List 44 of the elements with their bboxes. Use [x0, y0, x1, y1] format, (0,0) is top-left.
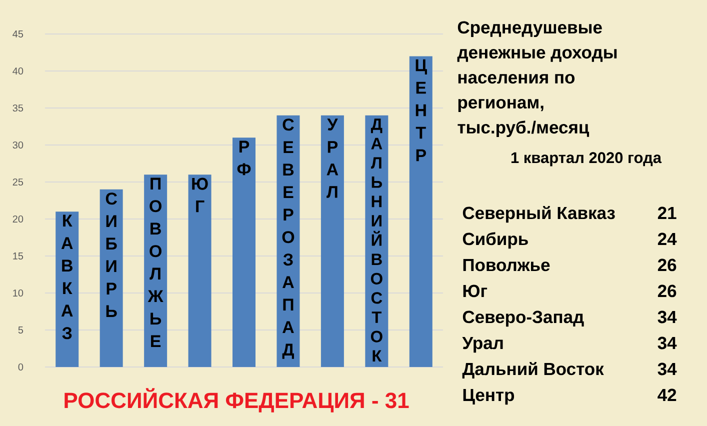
text: 34 [658, 362, 677, 376]
text: РОССИЙСКАЯ ФЕДЕРАЦИЯ - 31 [64, 388, 409, 412]
category-label: ДАЛЬНИЙ ВОСТОК [370, 118, 382, 362]
text: Юг [463, 284, 488, 298]
text: 24 [658, 232, 677, 245]
text: Северный Кавказ [462, 206, 615, 223]
text: 21 [658, 206, 676, 219]
bar [56, 212, 79, 367]
y-tick-label: 10 [13, 289, 24, 297]
text: Сибирь [462, 232, 528, 249]
x-tick-label: УРАЛ [326, 118, 338, 198]
text: Среднедушевые денежные доходы населения по регионам, тыс.руб./месяц [457, 21, 617, 138]
text: Северо-Запад [462, 310, 584, 327]
y-tick-label: 15 [13, 252, 24, 260]
y-tick-label: 30 [12, 141, 24, 149]
text: 1 квартал 2020 года [511, 152, 662, 166]
x-tick-label: СИБИРЬ [106, 192, 118, 317]
text: 34 [658, 310, 677, 324]
y-tick-label: 5 [18, 326, 24, 334]
x-tick-label: РФ [237, 140, 251, 176]
y-tick-label: 35 [12, 104, 24, 112]
y-tick-label: 45 [12, 30, 24, 38]
text: Центр [463, 388, 514, 405]
bar [188, 174, 212, 367]
text: 26 [658, 258, 676, 272]
text: Дальний Восток [462, 362, 604, 378]
text: 26 [658, 284, 676, 298]
text: 34 [658, 336, 677, 350]
bar [100, 189, 123, 367]
text: Урал [462, 336, 503, 353]
x-tick-label: ЮГ [192, 178, 208, 212]
x-tick-label: КАВКАЗ [61, 214, 73, 340]
x-tick-label: ПОВОЛЖЬЕ [148, 178, 164, 347]
bar [320, 115, 344, 367]
y-tick-label: 40 [12, 67, 24, 75]
text: 42 [658, 388, 676, 401]
y-tick-label: 20 [12, 215, 24, 223]
x-tick-label: ЦЕНТР [416, 59, 427, 162]
bar [232, 138, 256, 367]
y-tick-label: 0 [18, 363, 24, 371]
bar [409, 56, 432, 367]
category-label: СЕВЕРОЗАПАД [282, 118, 294, 359]
y-tick-label: 25 [12, 178, 24, 186]
text: Поволжье [463, 258, 550, 272]
